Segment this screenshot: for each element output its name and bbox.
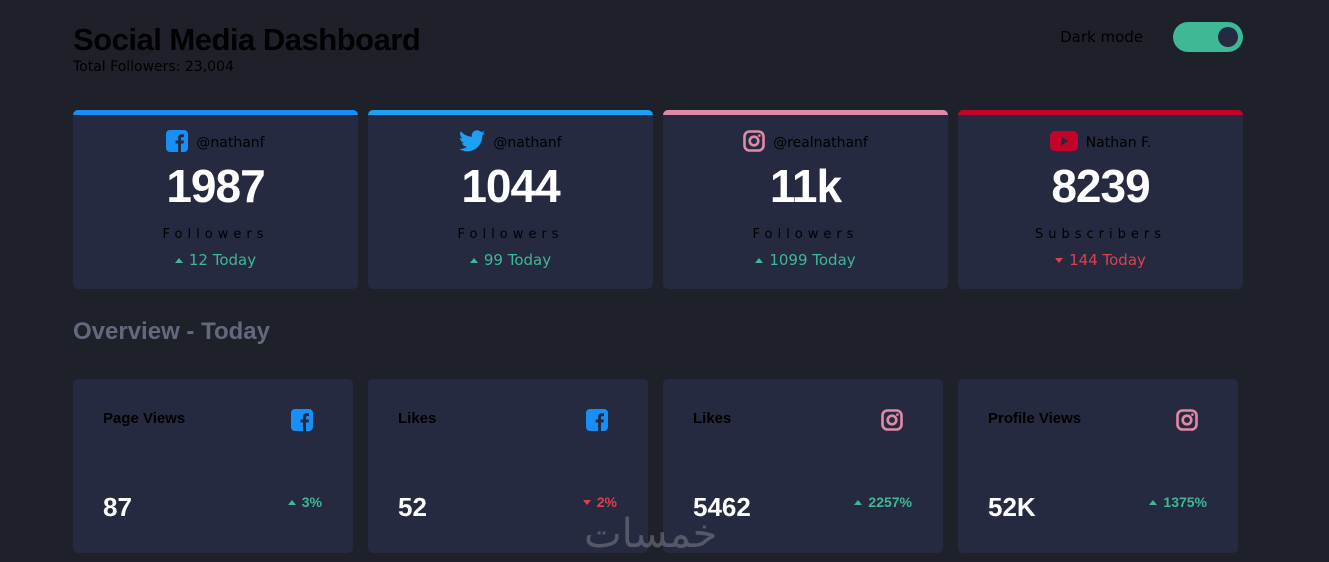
card-handle: @realnathanf — [663, 130, 948, 156]
card-change: 1099 Today — [663, 251, 948, 269]
arrow-down-icon — [1055, 257, 1064, 263]
card-handle-text: @nathanf — [196, 135, 265, 151]
watermark-logo: خمسات — [584, 511, 718, 557]
overview-card[interactable]: Page Views 87 3% — [73, 379, 353, 553]
facebook-icon — [291, 409, 313, 435]
youtube-icon — [1049, 131, 1078, 155]
overview-change-text: 2% — [596, 494, 617, 510]
card-count: 1044 — [461, 160, 560, 212]
toggle-knob — [1218, 27, 1238, 47]
overview-card[interactable]: Profile Views 52K 1375% — [958, 379, 1238, 553]
arrow-down-icon — [582, 499, 591, 505]
overview-label: Likes — [398, 410, 437, 427]
card-handle-text: Nathan F. — [1085, 135, 1152, 151]
facebook-icon — [166, 130, 189, 156]
card-unit: Subscribers — [1035, 227, 1166, 242]
card-handle-text: @realnathanf — [773, 135, 868, 151]
overview-label: Profile Views — [988, 410, 1082, 427]
instagram-icon — [1176, 409, 1198, 435]
page-title: Social Media Dashboard — [73, 22, 421, 57]
follower-cards: @nathanf 1987 Followers 12 Today @nathan… — [73, 110, 1243, 289]
instagram-icon — [881, 409, 903, 435]
total-followers: Total Followers: 23,004 — [73, 59, 234, 75]
card-handle-text: @nathanf — [493, 135, 562, 151]
card-count: 1987 — [166, 160, 265, 212]
arrow-up-icon — [755, 257, 764, 263]
overview-label: Likes — [693, 410, 732, 427]
overview-change-text: 3% — [301, 494, 322, 510]
card-change: 12 Today — [73, 251, 358, 269]
card-youtube[interactable]: Nathan F. 8239 Subscribers 144 Today — [958, 110, 1243, 289]
card-handle: @nathanf — [368, 130, 653, 156]
arrow-up-icon — [469, 257, 478, 263]
card-change-text: 12 Today — [188, 251, 257, 269]
overview-change-text: 1375% — [1163, 494, 1207, 510]
dark-mode-control: Dark mode — [1060, 22, 1243, 52]
card-handle: @nathanf — [73, 130, 358, 156]
card-twitter[interactable]: @nathanf 1044 Followers 99 Today — [368, 110, 653, 289]
overview-title: Overview - Today — [73, 318, 270, 345]
dark-mode-toggle[interactable] — [1173, 22, 1243, 52]
facebook-icon — [586, 409, 608, 435]
twitter-icon — [459, 130, 486, 156]
card-accent-bar — [663, 110, 948, 115]
card-accent-bar — [368, 110, 653, 115]
arrow-up-icon — [1149, 499, 1158, 505]
card-unit: Followers — [162, 227, 269, 242]
card-change-text: 144 Today — [1069, 251, 1146, 269]
card-unit: Followers — [752, 227, 859, 242]
dark-mode-label: Dark mode — [1060, 28, 1143, 46]
header: Social Media Dashboard Total Followers: … — [73, 22, 1243, 82]
overview-change: 3% — [287, 494, 322, 510]
card-change-text: 99 Today — [483, 251, 552, 269]
arrow-up-icon — [174, 257, 183, 263]
overview-value: 5462 — [693, 492, 751, 522]
overview-card[interactable]: Likes 52 2% — [368, 379, 648, 553]
overview-label: Page Views — [103, 410, 186, 427]
overview-card[interactable]: Likes 5462 2257% — [663, 379, 943, 553]
arrow-up-icon — [287, 499, 296, 505]
overview-cards: Page Views 87 3% Likes 52 2% Likes 5462 … — [73, 379, 1238, 553]
card-unit: Followers — [457, 227, 564, 242]
overview-value: 52 — [398, 492, 427, 522]
card-handle: Nathan F. — [958, 131, 1243, 155]
arrow-up-icon — [854, 499, 863, 505]
instagram-icon — [743, 130, 765, 156]
card-accent-bar — [73, 110, 358, 115]
card-change-text: 1099 Today — [769, 251, 856, 269]
card-change: 99 Today — [368, 251, 653, 269]
card-change: 144 Today — [958, 251, 1243, 269]
card-count: 8239 — [1051, 160, 1150, 212]
overview-value: 52K — [988, 492, 1036, 522]
card-accent-bar — [958, 110, 1243, 115]
card-instagram[interactable]: @realnathanf 11k Followers 1099 Today — [663, 110, 948, 289]
overview-change: 2257% — [854, 494, 912, 510]
overview-change-text: 2257% — [868, 494, 912, 510]
overview-change: 1375% — [1149, 494, 1207, 510]
overview-value: 87 — [103, 492, 132, 522]
overview-change: 2% — [582, 494, 617, 510]
card-facebook[interactable]: @nathanf 1987 Followers 12 Today — [73, 110, 358, 289]
card-count: 11k — [769, 160, 842, 212]
